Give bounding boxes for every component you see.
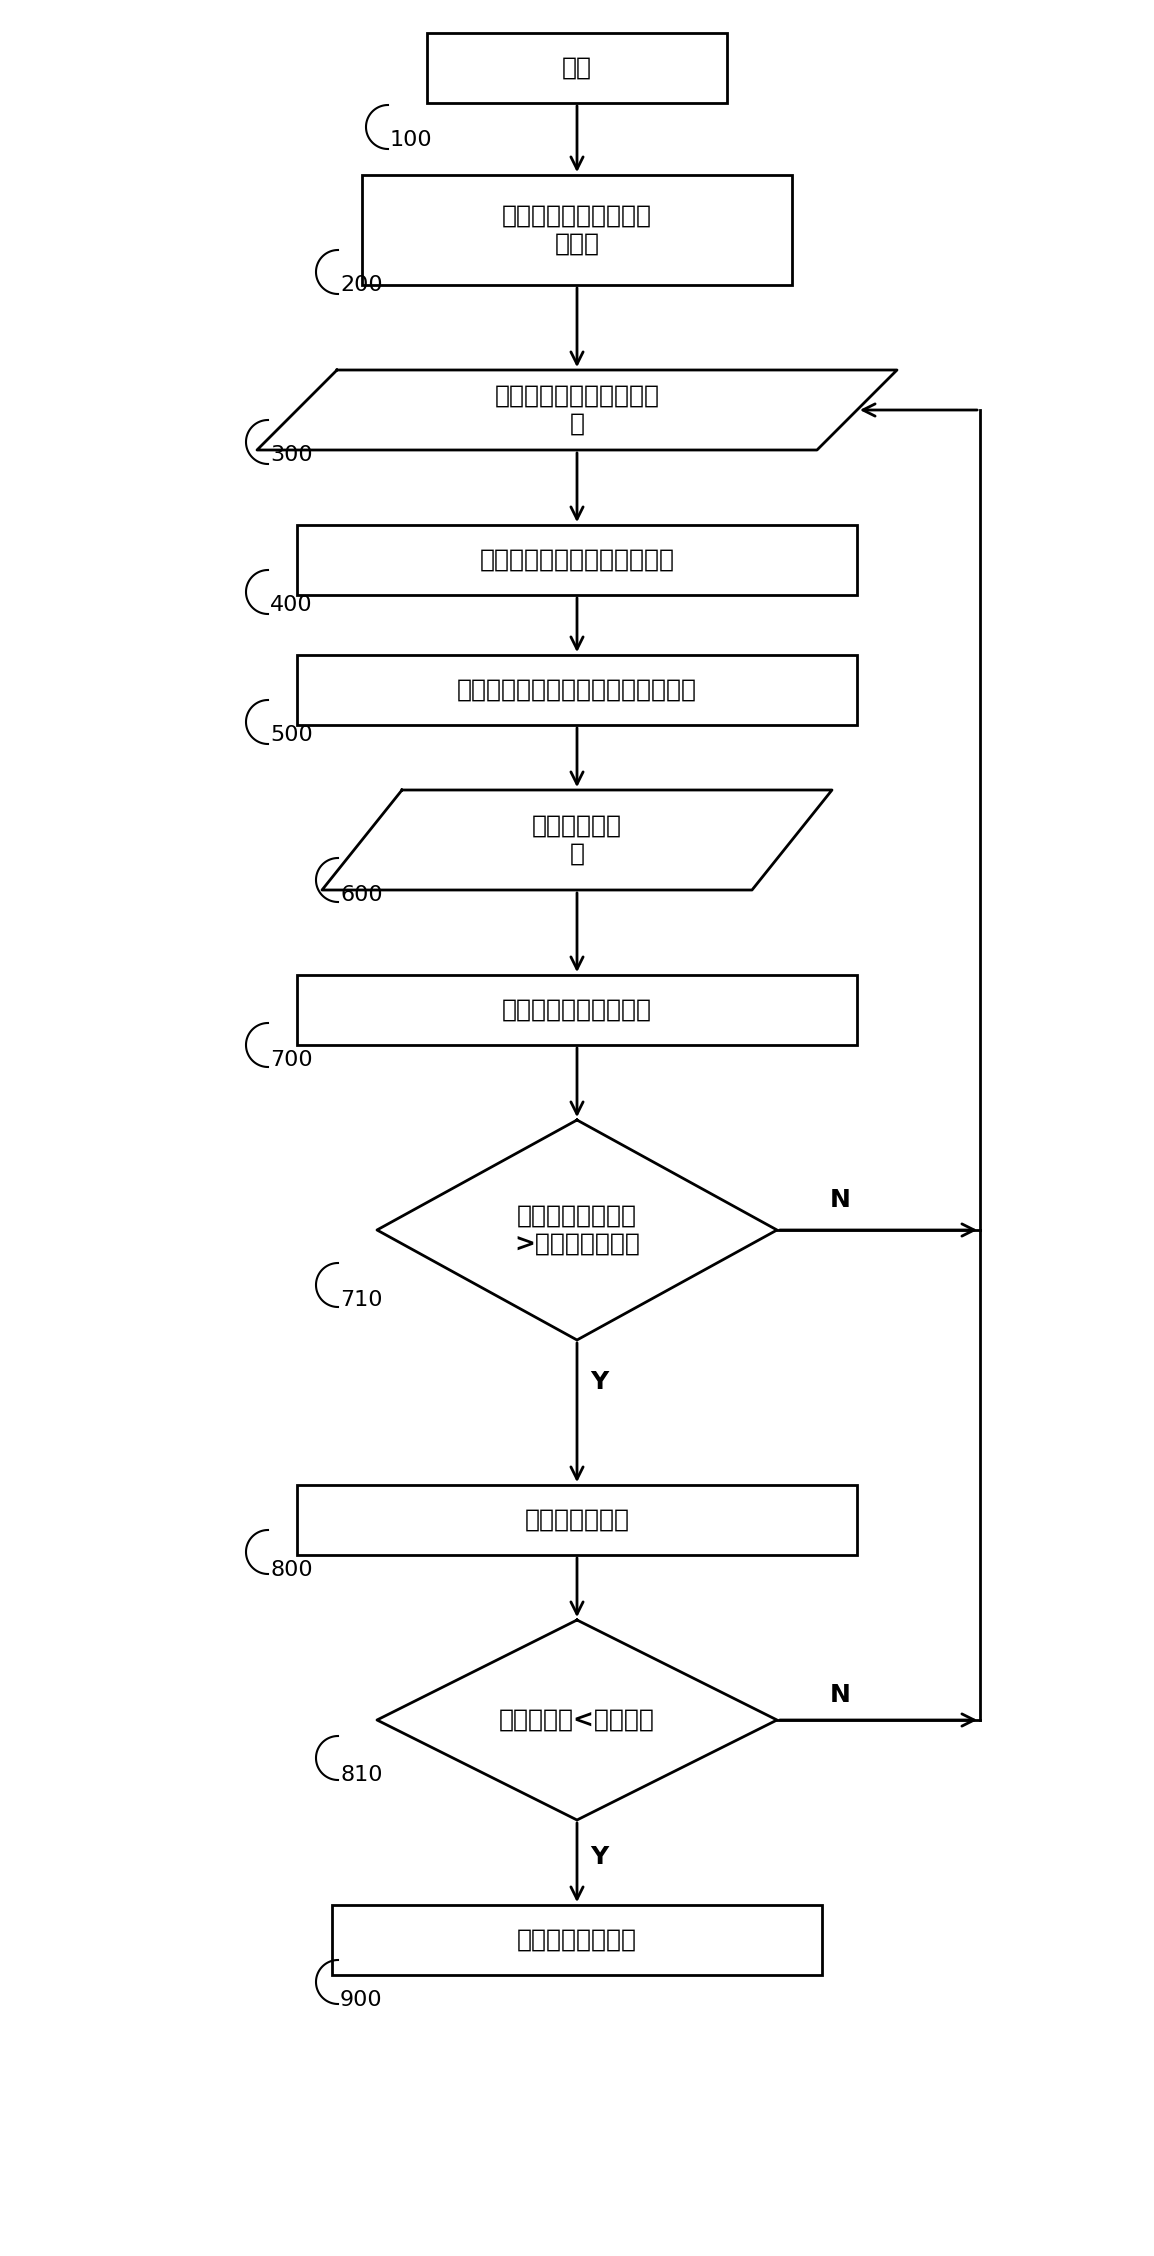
Bar [297,975,857,1045]
Text: N: N [830,1683,850,1708]
Text: 810: 810 [340,1764,382,1784]
Text: 200: 200 [340,275,383,296]
Text: 将三个方向的加速度信号值合并处理: 将三个方向的加速度信号值合并处理 [457,679,697,702]
Text: 300: 300 [270,444,313,465]
Bar [297,526,857,596]
Bar [427,34,727,104]
Text: N: N [830,1189,850,1211]
Text: 700: 700 [270,1049,313,1069]
Text: 存储合并信号
值: 存储合并信号 值 [532,814,622,866]
Text: 开启视觉监视系统: 开启视觉监视系统 [517,1929,637,1951]
Text: 计算合并信号值变化量: 计算合并信号值变化量 [502,997,652,1022]
Text: 600: 600 [340,884,383,905]
Text: 800: 800 [270,1559,313,1579]
Bar [362,176,792,284]
Text: 900: 900 [340,1990,383,2010]
Text: 计算静止信号值: 计算静止信号值 [525,1507,629,1532]
Text: 400: 400 [270,596,313,616]
Text: Y: Y [590,1845,608,1868]
Text: 静止信号值<平静阈值: 静止信号值<平静阈值 [499,1708,655,1733]
Text: 500: 500 [270,724,313,744]
Text: 读取三个方向的加速度信
号: 读取三个方向的加速度信 号 [495,384,659,435]
Text: Y: Y [590,1369,608,1394]
Bar [297,1484,857,1554]
Text: 合并信号值变化量
>冲击信号的阈值: 合并信号值变化量 >冲击信号的阈值 [514,1205,640,1257]
Bar [332,1904,822,1974]
Text: 开始: 开始 [562,56,592,79]
Bar [297,654,857,724]
Text: 710: 710 [340,1290,382,1311]
Text: 初始化加速度传感器和
单片机: 初始化加速度传感器和 单片机 [502,203,652,255]
Text: 对三个方向的加速度信号降噪: 对三个方向的加速度信号降噪 [480,548,674,573]
Text: 100: 100 [390,131,433,149]
